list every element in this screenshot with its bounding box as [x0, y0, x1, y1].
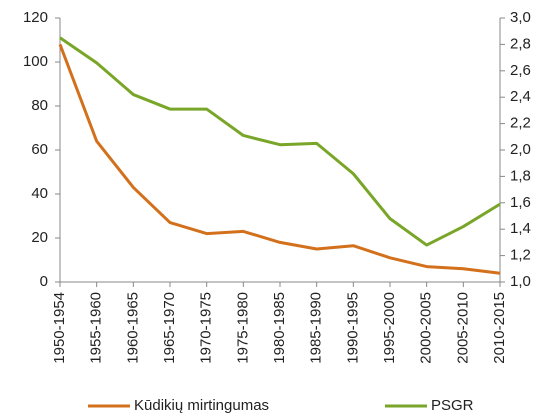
legend-label: PSGR — [431, 397, 474, 414]
y2-tick-label: 2,8 — [510, 35, 531, 52]
y-tick-label: 80 — [31, 97, 48, 114]
x-tick-label: 2000-2005 — [418, 292, 435, 364]
x-tick-label: 1955-1960 — [88, 292, 105, 364]
y2-tick-label: 2,2 — [510, 115, 531, 132]
x-tick-label: 1995-2000 — [381, 292, 398, 364]
x-tick-label: 1990-1995 — [344, 292, 361, 364]
x-tick-label: 1985-1990 — [308, 292, 325, 364]
y-tick-label: 100 — [23, 53, 48, 70]
x-tick-label: 2005-2010 — [454, 292, 471, 364]
y2-tick-label: 1,2 — [510, 247, 531, 264]
series-line — [58, 43, 501, 275]
y2-tick-label: 2,0 — [510, 141, 531, 158]
y-tick-label: 40 — [31, 185, 48, 202]
y2-tick-label: 1,8 — [510, 167, 531, 184]
y-tick-label: 120 — [23, 9, 48, 26]
y-tick-label: 0 — [40, 273, 48, 290]
x-tick-label: 1960-1965 — [124, 292, 141, 364]
y2-tick-label: 1,0 — [510, 273, 531, 290]
legend-label: Kūdikių mirtingumas — [134, 397, 269, 414]
x-tick-label: 1950-1954 — [51, 292, 68, 364]
y-tick-label: 60 — [31, 141, 48, 158]
y2-tick-label: 3,0 — [510, 9, 531, 26]
y2-tick-label: 2,6 — [510, 62, 531, 79]
y2-tick-label: 2,4 — [510, 88, 531, 105]
x-tick-label: 1965-1970 — [161, 292, 178, 364]
series-line — [59, 36, 501, 247]
x-tick-label: 1970-1975 — [198, 292, 215, 364]
x-tick-label: 2010-2015 — [491, 292, 508, 364]
x-tick-label: 1975-1980 — [234, 292, 251, 364]
y2-tick-label: 1,6 — [510, 194, 531, 211]
y2-tick-label: 1,4 — [510, 220, 531, 237]
y-tick-label: 20 — [31, 229, 48, 246]
x-tick-label: 1980-1985 — [271, 292, 288, 364]
